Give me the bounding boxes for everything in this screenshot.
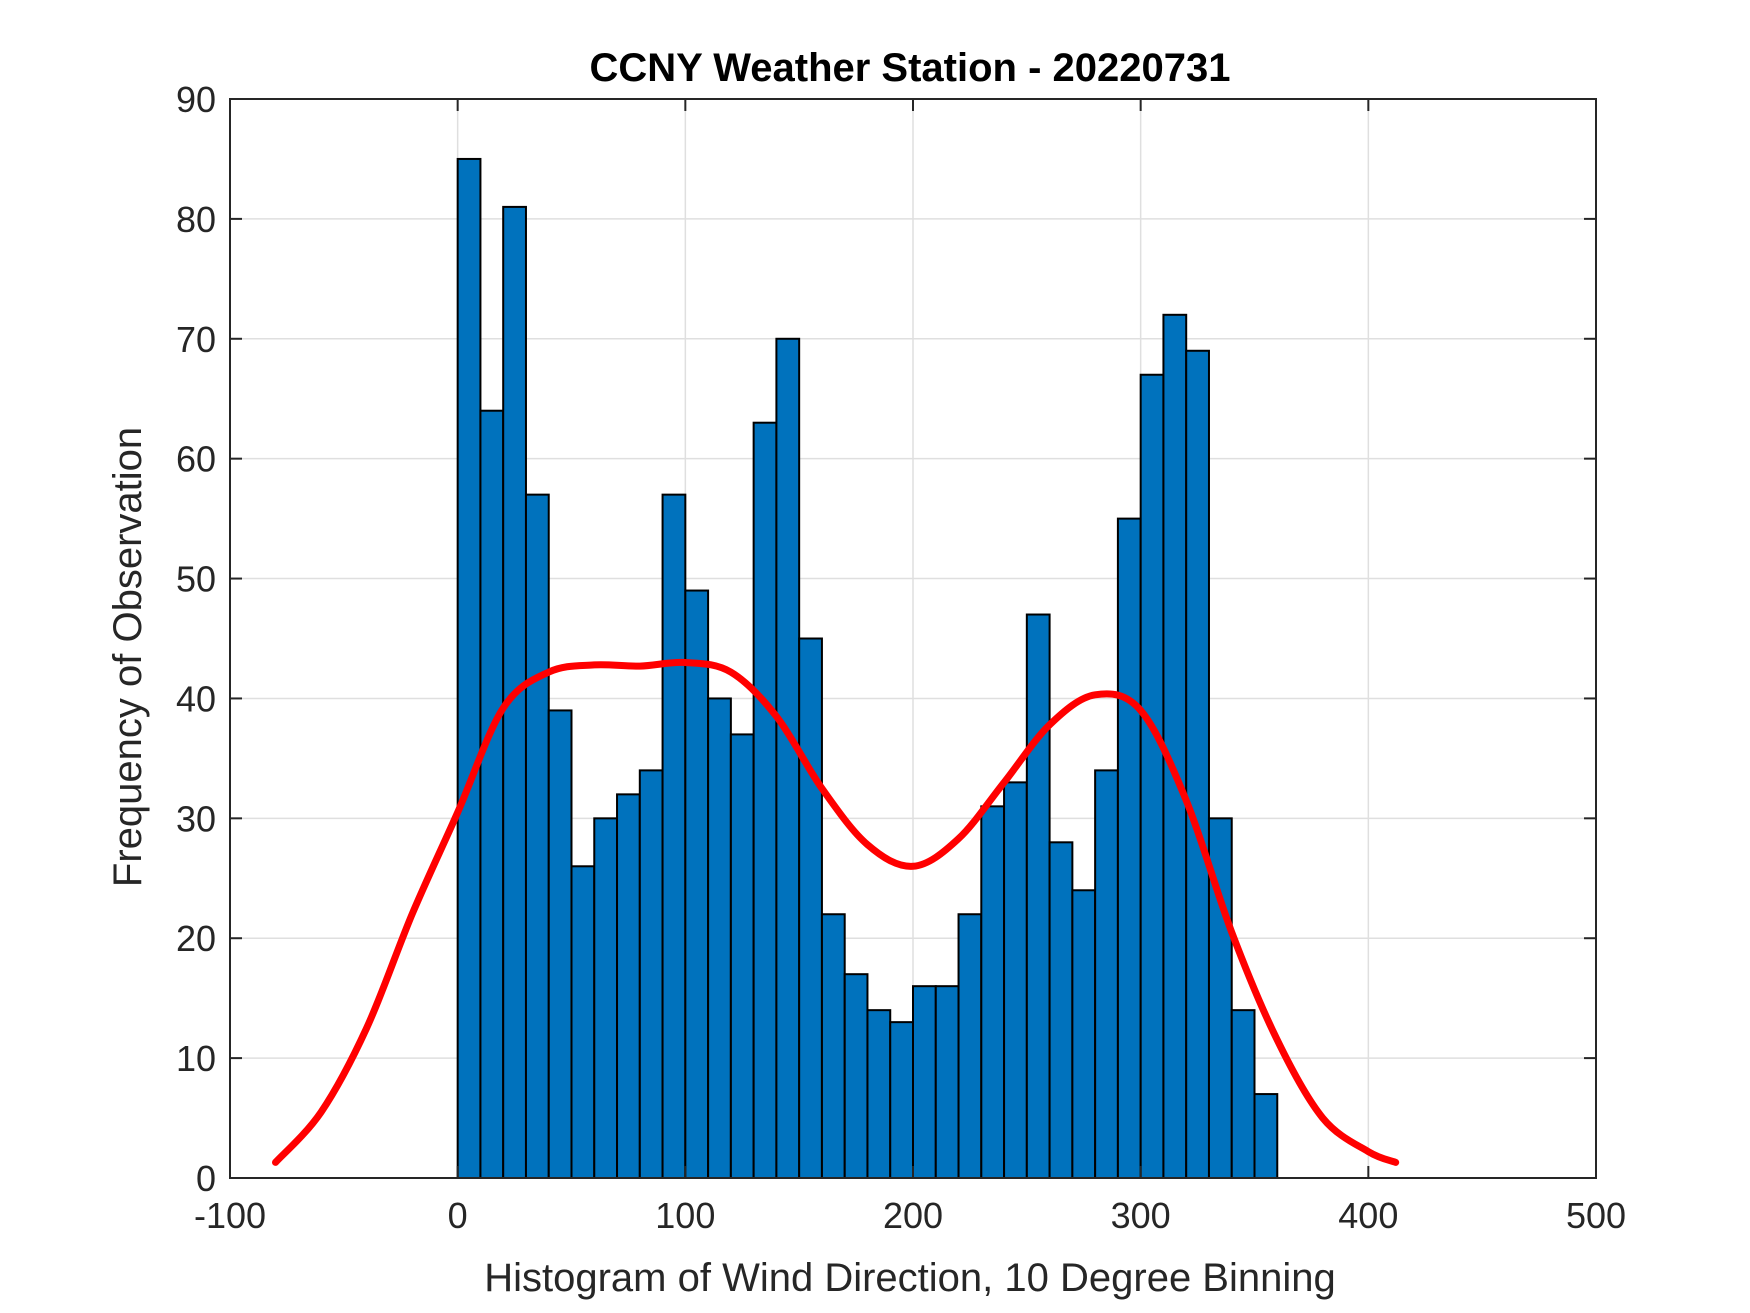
y-tick-label: 10 (176, 1038, 216, 1079)
x-tick-label: 100 (655, 1195, 715, 1236)
y-axis-label: Frequency of Observation (106, 427, 150, 887)
y-tick-label: 0 (196, 1158, 216, 1199)
y-tick-label: 70 (176, 319, 216, 360)
axis-ticks (229, 98, 1597, 1179)
x-axis-label: Histogram of Wind Direction, 10 Degree B… (484, 1256, 1336, 1300)
histogram-bar (889, 1021, 915, 1180)
histogram-bar (957, 913, 983, 1179)
histogram-bars (456, 157, 1279, 1180)
y-tick-label: 90 (176, 79, 216, 120)
histogram-bar (1230, 1009, 1256, 1180)
histogram-bar (980, 805, 1006, 1179)
histogram-bar (1116, 517, 1142, 1179)
histogram-bar (1253, 1093, 1279, 1179)
histogram-bar (798, 637, 823, 1179)
histogram-bar (1094, 769, 1119, 1180)
histogram-bar (456, 157, 482, 1179)
histogram-bar (593, 817, 619, 1179)
chart-title: CCNY Weather Station - 20220731 (590, 46, 1231, 90)
histogram-bar (820, 913, 846, 1179)
fit-curve-group (272, 658, 1400, 1166)
histogram-bar (547, 709, 573, 1180)
y-tick-label: 20 (176, 918, 216, 959)
x-tick-label: 500 (1566, 1195, 1626, 1236)
histogram-bar (1048, 841, 1074, 1179)
histogram-bar (1185, 349, 1210, 1179)
histogram-bar (479, 409, 505, 1179)
histogram-bar (661, 493, 687, 1179)
x-tick-labels: -100 0 100 200 300 400 500 (194, 1195, 1626, 1236)
histogram-bar (934, 985, 960, 1180)
histogram-bar (843, 973, 869, 1180)
histogram-bar (1139, 373, 1165, 1179)
histogram-bar (912, 985, 937, 1180)
histogram-bar (707, 697, 732, 1179)
fit-curve-line (272, 658, 1400, 1166)
histogram-bar (1025, 613, 1051, 1179)
y-tick-label: 30 (176, 798, 216, 839)
histogram-bar (524, 493, 550, 1179)
histogram-bar (729, 733, 755, 1180)
histogram-bar (775, 337, 801, 1179)
histogram-bar (684, 589, 710, 1179)
x-tick-label: -100 (194, 1195, 266, 1236)
y-tick-label: 60 (176, 439, 216, 480)
histogram-bar (1162, 313, 1188, 1179)
x-tick-label: 400 (1338, 1195, 1398, 1236)
histogram-bar (616, 793, 641, 1179)
histogram-bar (866, 1009, 892, 1180)
histogram-bar (638, 769, 664, 1180)
histogram-bar (570, 865, 596, 1179)
histogram-bar (752, 421, 778, 1179)
x-tick-label: 300 (1111, 1195, 1171, 1236)
histogram-bar (1071, 889, 1097, 1179)
y-tick-label: 40 (176, 678, 216, 719)
y-tick-label: 80 (176, 199, 216, 240)
x-tick-label: 200 (883, 1195, 943, 1236)
histogram-bar (1003, 781, 1028, 1179)
y-tick-labels: 0 10 20 30 40 50 60 70 80 90 (176, 79, 216, 1199)
x-tick-label: 0 (448, 1195, 468, 1236)
y-tick-label: 50 (176, 559, 216, 600)
